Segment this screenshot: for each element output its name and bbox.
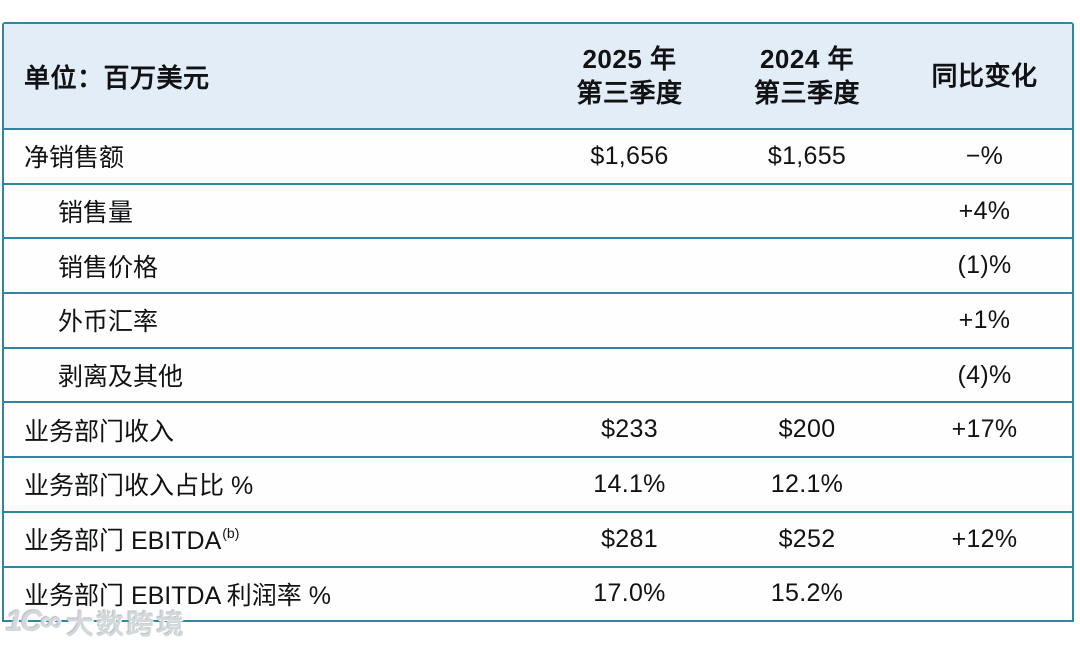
value-2024-q3: 15.2% xyxy=(770,579,844,608)
value-yoy: +12% xyxy=(951,524,1018,553)
column-header-2024-line2: 第三季度 xyxy=(753,78,860,108)
financial-results-table: 单位：百万美元 2025 年 第三季度 2024 年 第三季度 同比变化 净销售… xyxy=(2,22,1074,623)
watermark-text: 大数跨境 xyxy=(66,609,187,640)
row-label: 销售量 xyxy=(4,193,542,229)
row-label: 剥离及其他 xyxy=(4,357,542,393)
row-label: 业务部门 EBITDA(b) xyxy=(4,521,542,557)
row-label: 业务部门收入 xyxy=(4,412,542,448)
row-label-text: 业务部门收入 xyxy=(24,417,175,446)
table-row-price: 销售价格 (1)% xyxy=(4,239,1072,295)
table-row-segment-ebitda-margin: 业务部门 EBITDA 利润率 % 17.0% 15.2% xyxy=(4,567,1072,623)
column-header-2025-line2: 第三季度 xyxy=(576,78,683,108)
table-row-fx: 外币汇率 +1% xyxy=(4,294,1072,349)
table-row-segment-ebitda: 业务部门 EBITDA(b) $281 $252 +12% xyxy=(4,512,1072,568)
footnote-marker: (b) xyxy=(222,524,240,541)
value-yoy: +4% xyxy=(958,196,1011,225)
watermark: 1C∞ 大数跨境 xyxy=(6,602,187,642)
value-2025-q3: $281 xyxy=(601,524,658,553)
value-2024-q3: $200 xyxy=(778,415,836,444)
row-label-text: 业务部门收入占比 % xyxy=(24,472,254,501)
row-label-text: 业务部门 EBITDA xyxy=(24,527,222,556)
value-yoy: −% xyxy=(965,141,1004,170)
value-yoy: (1)% xyxy=(957,251,1012,280)
row-label: 外币汇率 xyxy=(4,302,542,338)
column-header-2025-line1: 2025 年 xyxy=(582,44,677,74)
row-label: 净销售额 xyxy=(4,138,542,174)
value-2025-q3: 17.0% xyxy=(593,579,666,608)
row-label-text: 剥离及其他 xyxy=(58,363,184,392)
value-2025-q3: $233 xyxy=(601,415,658,444)
row-label-text: 业务部门 EBITDA 利润率 % xyxy=(24,581,331,610)
column-header-yoy: 同比变化 xyxy=(931,61,1038,91)
row-label: 业务部门收入占比 % xyxy=(4,466,542,502)
row-label-text: 净销售额 xyxy=(24,144,125,173)
value-2025-q3: 14.1% xyxy=(593,469,666,498)
table-header-row: 单位：百万美元 2025 年 第三季度 2024 年 第三季度 同比变化 xyxy=(4,24,1072,130)
value-yoy: +1% xyxy=(958,305,1011,334)
value-2024-q3: $1,655 xyxy=(767,141,847,170)
table-row-segment-income: 业务部门收入 $233 $200 +17% xyxy=(4,403,1072,459)
table-row-net-sales: 净销售额 $1,656 $1,655 −% xyxy=(4,130,1072,185)
table-row-segment-income-margin: 业务部门收入占比 % 14.1% 12.1% xyxy=(4,458,1072,513)
value-yoy: +17% xyxy=(951,415,1018,444)
row-label: 销售价格 xyxy=(4,248,542,284)
column-header-2025-q3: 2025 年 第三季度 xyxy=(542,42,717,110)
value-2025-q3: $1,656 xyxy=(590,141,669,170)
value-yoy: (4)% xyxy=(957,360,1012,389)
column-header-2024-q3: 2024 年 第三季度 xyxy=(717,42,897,110)
unit-header: 单位：百万美元 xyxy=(24,62,210,93)
table-row-divestiture-other: 剥离及其他 (4)% xyxy=(4,348,1072,404)
row-label: 业务部门 EBITDA 利润率 % xyxy=(4,576,542,612)
row-label-text: 销售量 xyxy=(58,199,134,228)
table-row-volume: 销售量 +4% xyxy=(4,184,1072,240)
row-label-text: 外币汇率 xyxy=(58,308,159,337)
row-label-text: 销售价格 xyxy=(58,253,159,282)
value-2024-q3: 12.1% xyxy=(770,469,844,498)
dashu-kuajing-logo-icon: 1C∞ xyxy=(6,605,62,638)
column-header-2024-line1: 2024 年 xyxy=(759,44,855,74)
value-2024-q3: $252 xyxy=(778,524,836,553)
